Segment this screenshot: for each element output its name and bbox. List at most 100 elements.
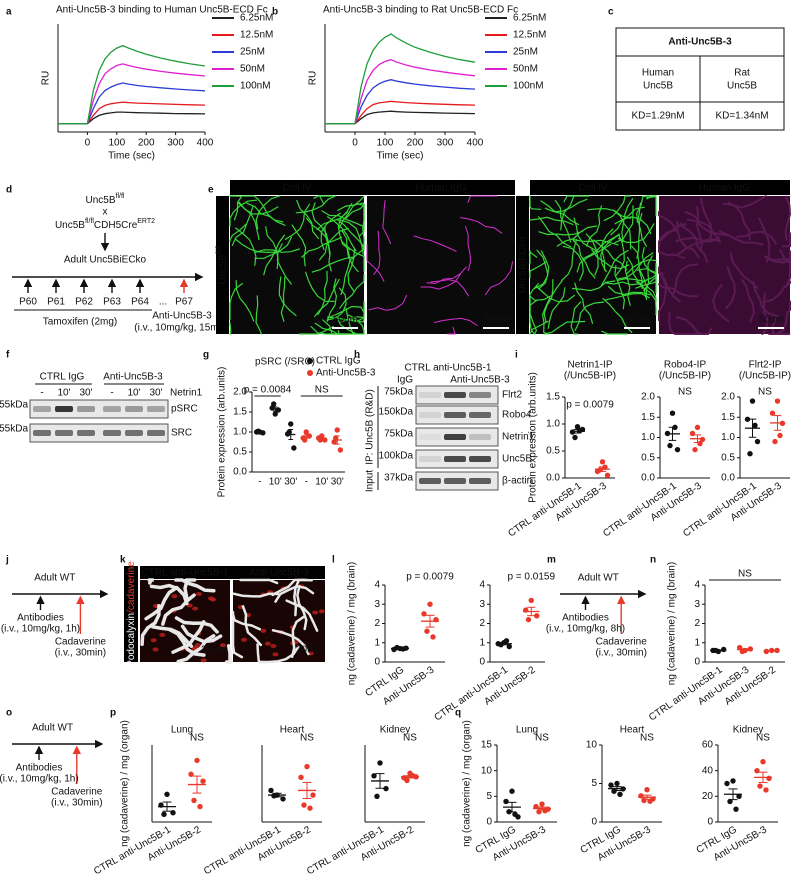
vessel <box>254 248 300 253</box>
y-tick-label: 1.0 <box>233 427 247 438</box>
series-line <box>58 63 206 125</box>
y-tick-label: 0 <box>707 817 713 828</box>
y-tick-label: 0 <box>374 657 380 668</box>
panel-label: o <box>6 708 12 719</box>
treatment: (i.v., 30min) <box>595 648 647 659</box>
group-label: CTRL IgG <box>40 372 85 383</box>
series-line <box>58 44 206 125</box>
x-tick-label: - <box>258 477 261 488</box>
vessel <box>786 300 791 314</box>
column-label: Anti-Unc5B-3 <box>249 568 309 579</box>
image-header <box>140 566 325 579</box>
series-line <box>58 82 206 125</box>
y-tick-label: 3 <box>694 599 700 610</box>
vessel <box>762 280 791 304</box>
data-point <box>503 798 509 805</box>
chart-title: pSRC (/SRC) <box>255 357 315 368</box>
vessel <box>534 250 550 289</box>
vessel <box>239 578 279 585</box>
vessel <box>768 311 789 335</box>
vessel <box>529 320 549 335</box>
table-cell: Unc5B <box>643 81 673 92</box>
y-tick-label: 10 <box>586 740 598 751</box>
vessel <box>161 593 196 626</box>
vessel <box>563 195 590 203</box>
data-point <box>333 435 339 441</box>
vessel <box>151 625 194 648</box>
chart-title: Flrt2-IP <box>749 360 782 371</box>
vessel <box>617 223 655 243</box>
treatment: Anti-Unc5B-3 <box>152 311 212 322</box>
data-point <box>569 429 576 435</box>
chart-title: Heart <box>280 725 305 736</box>
vessel <box>574 301 605 331</box>
scale-bar-label: 50um <box>759 315 784 326</box>
blot-membrane <box>29 399 169 419</box>
data-point <box>317 437 323 443</box>
vessel <box>572 280 616 292</box>
data-point <box>763 648 770 655</box>
annotation: NS <box>403 733 417 744</box>
data-point <box>733 806 739 812</box>
vessel <box>636 195 651 223</box>
vessel <box>274 585 315 603</box>
vessel <box>271 629 310 656</box>
vessel <box>529 261 547 279</box>
vessel <box>276 243 292 285</box>
data-point <box>727 798 733 805</box>
data-point <box>664 430 671 437</box>
vessel <box>658 210 679 233</box>
y-tick-label: 1.0 <box>721 432 735 443</box>
vessel <box>327 305 365 319</box>
vessel <box>183 578 197 600</box>
day-label: P63 <box>103 297 121 308</box>
vessel <box>779 249 791 288</box>
data-point <box>724 780 730 787</box>
y-axis-label: Protein expression (arb.units) <box>217 367 228 498</box>
protein-label: Netrin1 <box>502 432 535 443</box>
row-label: Unc5Bfl/fl <box>216 245 228 284</box>
vessel <box>327 216 357 252</box>
annotation: NS <box>738 569 752 580</box>
chart-title: (/Unc5B-IP) <box>659 371 711 382</box>
data-point <box>400 646 406 652</box>
legend-label: 50nM <box>240 64 265 75</box>
data-point <box>614 780 620 787</box>
vessel <box>290 615 306 659</box>
stain-part: Podocalyxin <box>126 613 137 667</box>
column-label: CTRL anti-Unc5B-1 <box>142 568 229 579</box>
channel-label: Human IgG <box>415 183 466 194</box>
vessel <box>467 195 498 203</box>
cadaverine-signal <box>192 606 199 611</box>
vessel <box>610 206 645 236</box>
chart-title: Netrin1-IP <box>567 360 612 371</box>
vessel <box>232 592 280 598</box>
vessel <box>301 236 343 258</box>
y-tick-label: 10 <box>481 765 493 776</box>
blot-band <box>469 412 491 418</box>
vessel <box>347 300 365 320</box>
vessel <box>339 219 364 255</box>
vessel <box>556 225 598 247</box>
data-point <box>523 607 529 613</box>
annotation: p = 0.0159 <box>507 572 555 583</box>
blot-band <box>103 430 121 436</box>
data-point <box>777 432 783 439</box>
data-point <box>272 411 278 417</box>
superscript: fl/fl <box>116 193 125 200</box>
panel-label: h <box>354 350 360 361</box>
data-point <box>760 758 766 765</box>
superscript: ERT2 <box>137 218 155 225</box>
vessel <box>174 578 216 593</box>
y-tick-label: 1 <box>479 637 485 648</box>
day-label: P61 <box>47 297 65 308</box>
legend-label: 6.25nM <box>240 13 273 24</box>
vessel <box>236 201 260 241</box>
cadaverine-signal <box>195 591 202 596</box>
vessel <box>646 196 657 217</box>
annotation: NS <box>640 733 654 744</box>
blot-band <box>444 412 466 418</box>
vessel <box>231 610 262 631</box>
y-tick-label: 1 <box>374 637 380 648</box>
blot-band <box>103 406 121 412</box>
